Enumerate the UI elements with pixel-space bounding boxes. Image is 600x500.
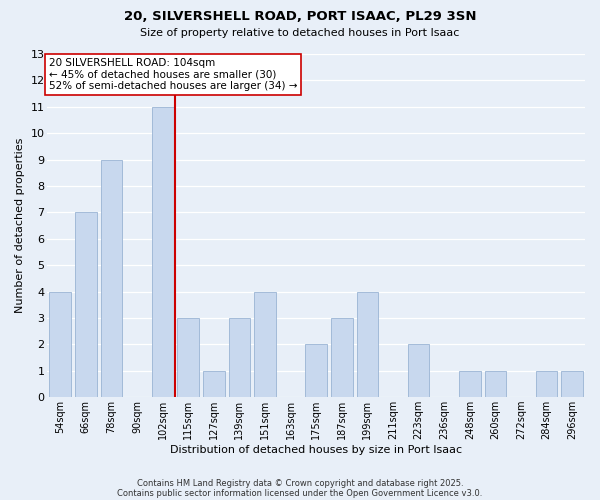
Text: Size of property relative to detached houses in Port Isaac: Size of property relative to detached ho… xyxy=(140,28,460,38)
Text: Contains public sector information licensed under the Open Government Licence v3: Contains public sector information licen… xyxy=(118,488,482,498)
Bar xyxy=(562,371,583,397)
Bar xyxy=(408,344,430,397)
Bar xyxy=(152,107,173,397)
Y-axis label: Number of detached properties: Number of detached properties xyxy=(15,138,25,314)
Bar xyxy=(459,371,481,397)
X-axis label: Distribution of detached houses by size in Port Isaac: Distribution of detached houses by size … xyxy=(170,445,462,455)
Bar xyxy=(229,318,250,397)
Bar xyxy=(536,371,557,397)
Bar xyxy=(331,318,353,397)
Bar xyxy=(178,318,199,397)
Bar xyxy=(305,344,327,397)
Text: 20, SILVERSHELL ROAD, PORT ISAAC, PL29 3SN: 20, SILVERSHELL ROAD, PORT ISAAC, PL29 3… xyxy=(124,10,476,23)
Text: 20 SILVERSHELL ROAD: 104sqm
← 45% of detached houses are smaller (30)
52% of sem: 20 SILVERSHELL ROAD: 104sqm ← 45% of det… xyxy=(49,58,297,91)
Bar xyxy=(75,212,97,397)
Bar xyxy=(203,371,225,397)
Bar xyxy=(485,371,506,397)
Bar xyxy=(356,292,379,397)
Text: Contains HM Land Registry data © Crown copyright and database right 2025.: Contains HM Land Registry data © Crown c… xyxy=(137,478,463,488)
Bar xyxy=(101,160,122,397)
Bar xyxy=(254,292,276,397)
Bar xyxy=(49,292,71,397)
